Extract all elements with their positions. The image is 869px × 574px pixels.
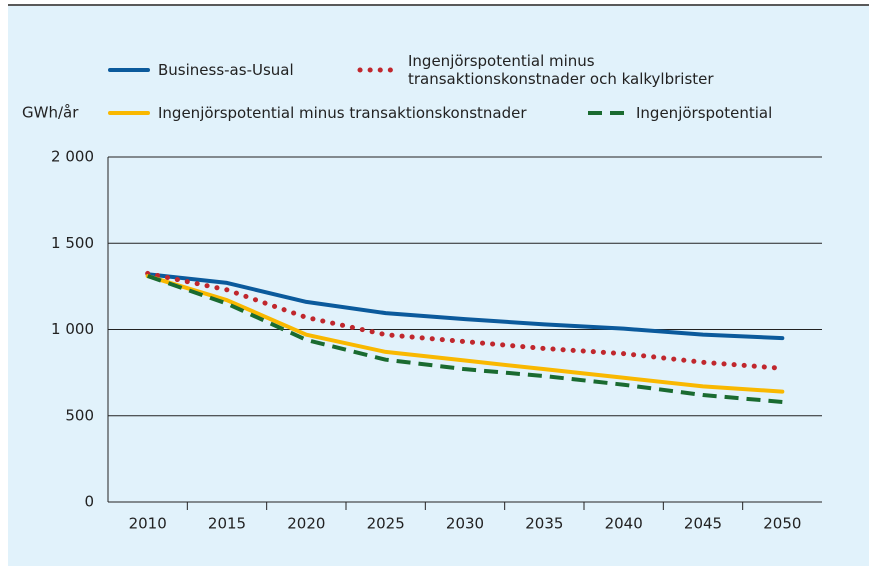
legend-label: Ingenjörspotential minus transaktionskon… (408, 52, 714, 88)
series-line (145, 270, 785, 371)
series-line (147, 274, 783, 404)
y-tick-label: 500 (65, 406, 94, 424)
x-tick-label: 2035 (525, 515, 563, 533)
series-line (145, 272, 785, 341)
y-axis-label: GWh/år (22, 104, 79, 122)
y-tick-label: 1 500 (51, 234, 94, 252)
x-tick-label: 2025 (367, 515, 405, 533)
background (8, 6, 869, 566)
legend-label: Business-as-Usual (158, 61, 294, 79)
x-tick-label: 2015 (208, 515, 246, 533)
legend-label: Ingenjörspotential (636, 104, 773, 122)
x-tick-label: 2030 (446, 515, 484, 533)
series-line (145, 274, 785, 394)
x-tick-label: 2020 (287, 515, 325, 533)
x-tick-label: 2010 (129, 515, 167, 533)
y-tick-label: 2 000 (51, 148, 94, 166)
y-tick-label: 0 (84, 493, 94, 511)
x-tick-label: 2040 (605, 515, 643, 533)
y-tick-label: 1 000 (51, 320, 94, 338)
legend-label: Ingenjörspotential minus transaktionskon… (158, 104, 527, 122)
x-tick-label: 2045 (684, 515, 722, 533)
x-tick-label: 2050 (763, 515, 801, 533)
